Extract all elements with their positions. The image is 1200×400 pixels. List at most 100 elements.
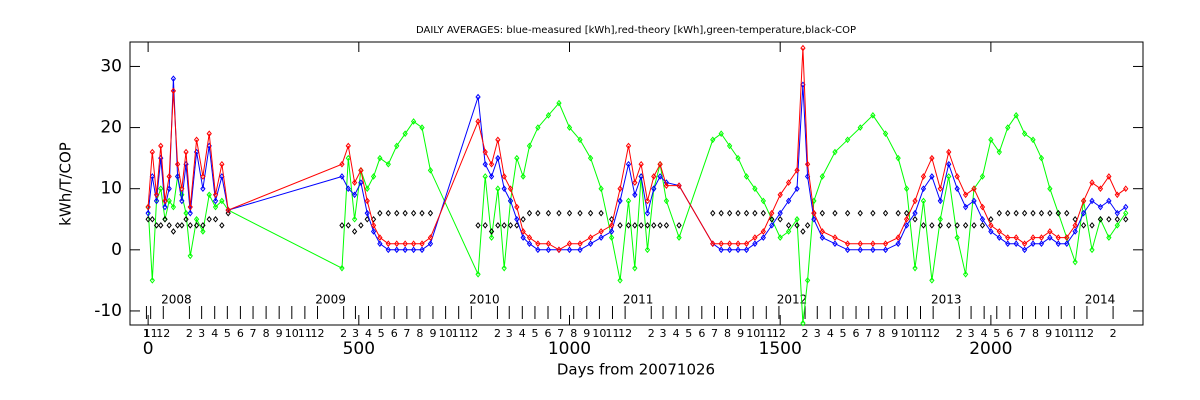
month-label: 4	[673, 327, 680, 340]
data-point	[377, 154, 383, 162]
month-label: 3	[814, 327, 821, 340]
data-point	[937, 222, 943, 229]
data-point	[394, 142, 400, 150]
data-point	[743, 240, 750, 248]
month-label: 6	[545, 327, 552, 340]
data-point	[475, 93, 481, 101]
y-tick-label: 20	[100, 118, 122, 138]
data-point	[903, 209, 910, 217]
month-label: 10	[1054, 327, 1068, 340]
month-label: 6	[237, 327, 244, 340]
month-label: 2	[340, 327, 347, 340]
month-label: 4	[211, 327, 218, 340]
data-point	[996, 228, 1002, 235]
data-point	[410, 240, 417, 248]
data-point	[212, 191, 219, 199]
month-label: 12	[926, 327, 940, 340]
data-point	[358, 167, 364, 174]
data-point	[1064, 209, 1070, 217]
data-point	[545, 112, 552, 119]
month-label: 8	[570, 327, 577, 340]
data-point	[419, 246, 425, 254]
data-point	[556, 99, 562, 107]
plot-frame	[129, 41, 1144, 326]
month-label: 12	[464, 327, 478, 340]
data-point	[1038, 234, 1045, 241]
data-point	[166, 173, 172, 180]
series-line	[147, 102, 1127, 324]
data-point	[495, 222, 501, 229]
data-point	[488, 173, 495, 180]
data-point	[577, 136, 583, 144]
data-point	[206, 130, 212, 137]
month-label: 8	[878, 327, 885, 340]
data-point	[488, 228, 495, 235]
data-point	[929, 173, 935, 180]
data-point	[638, 160, 644, 168]
data-point	[145, 203, 151, 211]
data-point	[617, 277, 623, 284]
data-point	[212, 197, 219, 205]
month-label: 11	[298, 327, 312, 340]
data-point	[402, 209, 408, 217]
data-point	[577, 246, 583, 254]
data-point	[735, 154, 741, 162]
data-point	[718, 240, 724, 248]
data-point	[800, 228, 806, 235]
data-point	[844, 136, 851, 144]
data-point	[929, 154, 935, 162]
data-point	[520, 234, 526, 241]
data-point	[200, 185, 206, 192]
data-point	[1030, 240, 1036, 248]
month-label: 9	[276, 327, 283, 340]
data-point	[920, 222, 927, 229]
data-point	[946, 160, 952, 168]
data-point	[475, 118, 481, 125]
data-point	[170, 228, 177, 235]
x-tick-label: 500	[343, 339, 375, 359]
month-label: 11	[605, 327, 619, 340]
month-label: 8	[724, 327, 731, 340]
data-point	[735, 209, 741, 217]
data-point	[339, 160, 345, 168]
data-point	[419, 240, 425, 248]
month-label: 3	[506, 327, 513, 340]
data-point	[187, 209, 193, 217]
data-point	[364, 209, 370, 217]
month-label: 12	[618, 327, 632, 340]
data-point	[1114, 222, 1120, 229]
year-label: 2014	[1085, 293, 1116, 307]
data-point	[882, 246, 889, 254]
data-point	[979, 222, 986, 229]
data-point	[1005, 234, 1011, 241]
data-point	[718, 246, 724, 254]
data-point	[162, 197, 168, 205]
data-point	[979, 215, 986, 223]
data-point	[608, 228, 615, 235]
data-point	[402, 246, 408, 254]
data-point	[870, 240, 876, 248]
data-point	[566, 240, 573, 248]
x-tick-label: 1000	[548, 339, 591, 359]
data-point	[632, 264, 638, 272]
data-point	[804, 222, 811, 229]
data-point	[385, 160, 391, 168]
month-label: 4	[827, 327, 834, 340]
year-label: 2010	[469, 293, 500, 307]
month-label: 2	[802, 327, 809, 340]
data-point	[962, 222, 969, 229]
data-point	[219, 160, 225, 168]
month-label: 3	[968, 327, 975, 340]
data-point	[937, 215, 943, 223]
month-label: 2	[648, 327, 655, 340]
data-point	[526, 209, 533, 217]
data-point	[507, 197, 514, 205]
data-point	[166, 197, 172, 205]
data-point	[971, 222, 977, 229]
data-point	[1106, 197, 1112, 205]
data-point	[587, 154, 594, 162]
data-point	[718, 209, 724, 217]
data-point	[929, 222, 935, 229]
data-point	[1064, 234, 1070, 241]
series	[145, 209, 1129, 235]
